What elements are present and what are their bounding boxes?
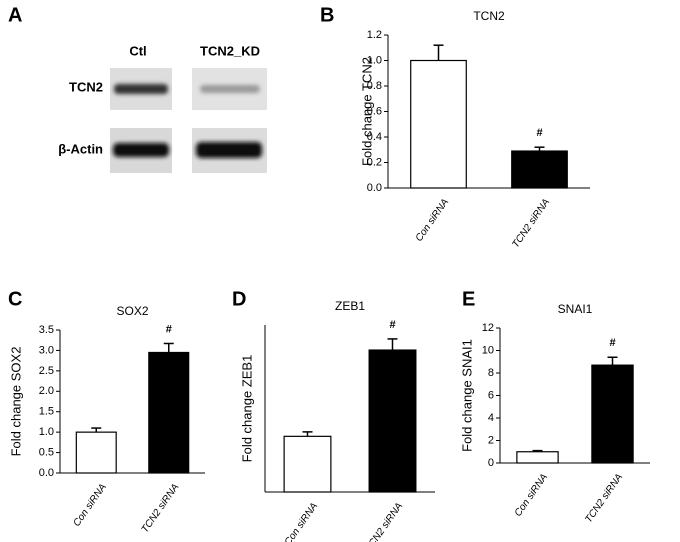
x-tick-label: TCN2 siRNA <box>510 197 552 250</box>
row-label: β-Actin <box>58 141 103 156</box>
y-axis-label: Fold change TCN2 <box>359 57 374 166</box>
y-tick-label: 0.6 <box>367 105 382 117</box>
annotation: # <box>389 319 395 331</box>
y-tick-label: 0.5 <box>39 446 54 458</box>
y-tick-label: 2.0 <box>39 385 54 397</box>
y-tick-label: 3.0 <box>39 344 54 356</box>
bar <box>283 435 332 493</box>
y-axis-label: Fold change SOX2 <box>8 347 23 457</box>
blot-band <box>113 143 169 157</box>
y-tick-label: 4 <box>488 412 494 424</box>
y-tick-label: 8 <box>488 367 494 379</box>
x-tick-label: TCN2 siRNA <box>140 482 182 535</box>
x-tick-label: Con siRNA <box>283 501 321 542</box>
y-tick-label: 0.2 <box>367 156 382 168</box>
bar <box>368 349 417 493</box>
x-tick-label: TCN2 siRNA <box>583 472 625 525</box>
chart-title: SNAI1 <box>558 302 593 316</box>
y-tick-label: 0.0 <box>367 182 382 194</box>
annotation: # <box>166 323 172 335</box>
bar <box>75 431 117 474</box>
lane-label: Ctl <box>129 43 146 58</box>
y-tick-label: 2.5 <box>39 365 54 377</box>
y-tick-label: 0 <box>488 457 494 469</box>
blot-band <box>114 84 168 94</box>
blot-panel: A Ctl TCN2_KD TCN2 β-Actin <box>8 4 267 173</box>
lane-label: TCN2_KD <box>200 43 260 58</box>
y-tick-label: 0.8 <box>367 80 382 92</box>
panel-letter: E <box>462 288 475 310</box>
y-tick-label: 1.2 <box>367 29 382 41</box>
blot-band <box>196 142 262 158</box>
annotation: # <box>536 127 542 139</box>
x-tick-label: Con siRNA <box>414 197 452 244</box>
y-tick-label: 0.4 <box>367 131 382 143</box>
bar <box>410 59 467 189</box>
x-tick-label: TCN2 siRNA <box>363 501 405 542</box>
x-tick-label: Con siRNA <box>513 472 551 519</box>
y-tick-label: 2 <box>488 434 494 446</box>
bar <box>591 364 634 464</box>
bar <box>511 150 568 189</box>
chart-title: ZEB1 <box>335 299 365 313</box>
y-tick-label: 1.5 <box>39 406 54 418</box>
chart-title: SOX2 <box>116 304 148 318</box>
y-tick-label: 0.0 <box>39 467 54 479</box>
y-tick-label: 3.5 <box>39 324 54 336</box>
bar <box>516 451 559 464</box>
panel-letter: D <box>232 288 246 310</box>
x-tick-label: Con siRNA <box>71 482 109 529</box>
panel-letter: C <box>8 288 22 310</box>
bar <box>148 351 190 474</box>
y-tick-label: 10 <box>482 344 494 356</box>
y-axis-label: Fold change ZEB1 <box>239 355 254 463</box>
y-tick-label: 12 <box>482 322 494 334</box>
blot-band <box>200 85 260 93</box>
y-tick-label: 1.0 <box>367 54 382 66</box>
annotation: # <box>609 337 615 349</box>
y-tick-label: 1.0 <box>39 426 54 438</box>
row-label: TCN2 <box>69 79 103 94</box>
panel-letter: B <box>320 4 334 26</box>
panel-letter: A <box>8 4 22 26</box>
y-tick-label: 6 <box>488 389 494 401</box>
y-axis-label: Fold change SNAI1 <box>459 339 474 452</box>
chart-title: TCN2 <box>473 9 505 23</box>
